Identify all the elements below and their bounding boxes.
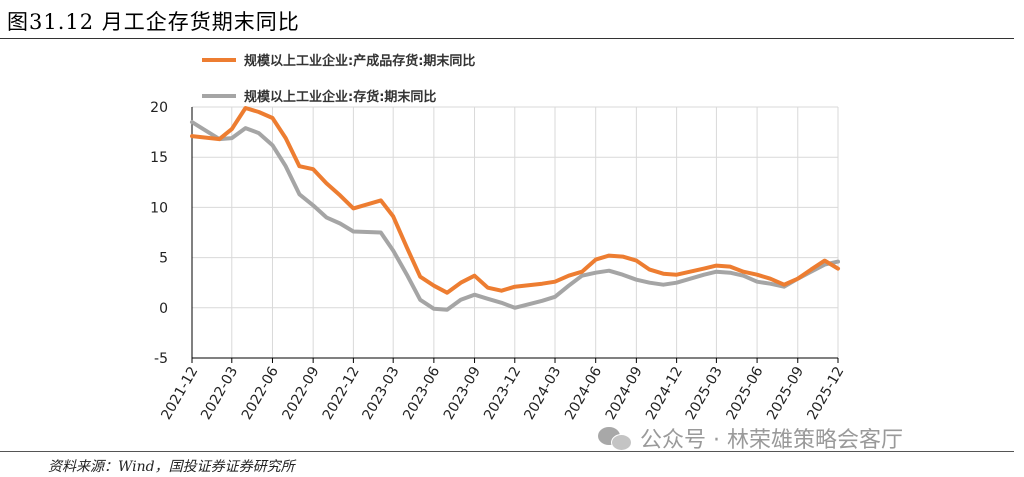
x-tick-label: 2022-12 (320, 364, 363, 423)
watermark-text: 公众号 · 林荣雄策略会客厅 (640, 428, 903, 453)
x-tick-label: 2023-06 (400, 364, 443, 423)
x-tick-label: 2024-09 (603, 364, 646, 423)
y-tick-label: 20 (150, 100, 168, 116)
figure-title: 图31.12 月工企存货期末同比 (7, 10, 300, 34)
x-tick-label: 2022-03 (198, 364, 241, 423)
y-tick-label: 15 (150, 150, 168, 166)
footer-divider (0, 451, 1014, 452)
series-lines (190, 106, 840, 312)
x-tick-label: 2025-12 (804, 364, 847, 423)
x-tick-label: 2024-03 (521, 364, 564, 423)
source-note: 资料来源：Wind，国投证券证券研究所 (48, 459, 295, 475)
y-axis: -5 0 5 10 15 20 (150, 100, 193, 367)
x-tick-label: 2021-12 (158, 364, 201, 423)
y-tick-label: 10 (150, 200, 168, 216)
grid-lines (191, 106, 839, 359)
x-tick-label: 2025-06 (723, 364, 766, 423)
x-tick-label: 2024-12 (643, 364, 686, 423)
x-tick-label: 2022-06 (239, 364, 282, 423)
watermark: 公众号 · 林荣雄策略会客厅 (598, 422, 903, 454)
x-tick-label: 2023-12 (481, 364, 524, 423)
y-tick-label: -5 (154, 351, 168, 367)
series-line-1 (190, 106, 840, 295)
y-tick-label: 0 (159, 301, 168, 317)
x-tick-label: 2023-03 (360, 364, 403, 423)
y-tick-label: 5 (159, 251, 168, 267)
x-tick-label: 2025-09 (764, 364, 807, 423)
x-tick-label: 2022-09 (280, 364, 323, 423)
legend-label-1: 规模以上工业企业:产成品存货:期末同比 (244, 53, 475, 69)
legend-label-2: 规模以上工业企业:存货:期末同比 (244, 89, 436, 105)
x-axis: 2021-122022-032022-062022-092022-122023-… (158, 357, 847, 423)
x-tick-label: 2023-09 (441, 364, 484, 423)
x-tick-label: 2025-03 (683, 364, 726, 423)
x-tick-label: 2024-06 (562, 364, 605, 423)
wechat-icon (598, 425, 632, 451)
series-line-2 (190, 120, 840, 312)
title-divider (0, 38, 1014, 39)
